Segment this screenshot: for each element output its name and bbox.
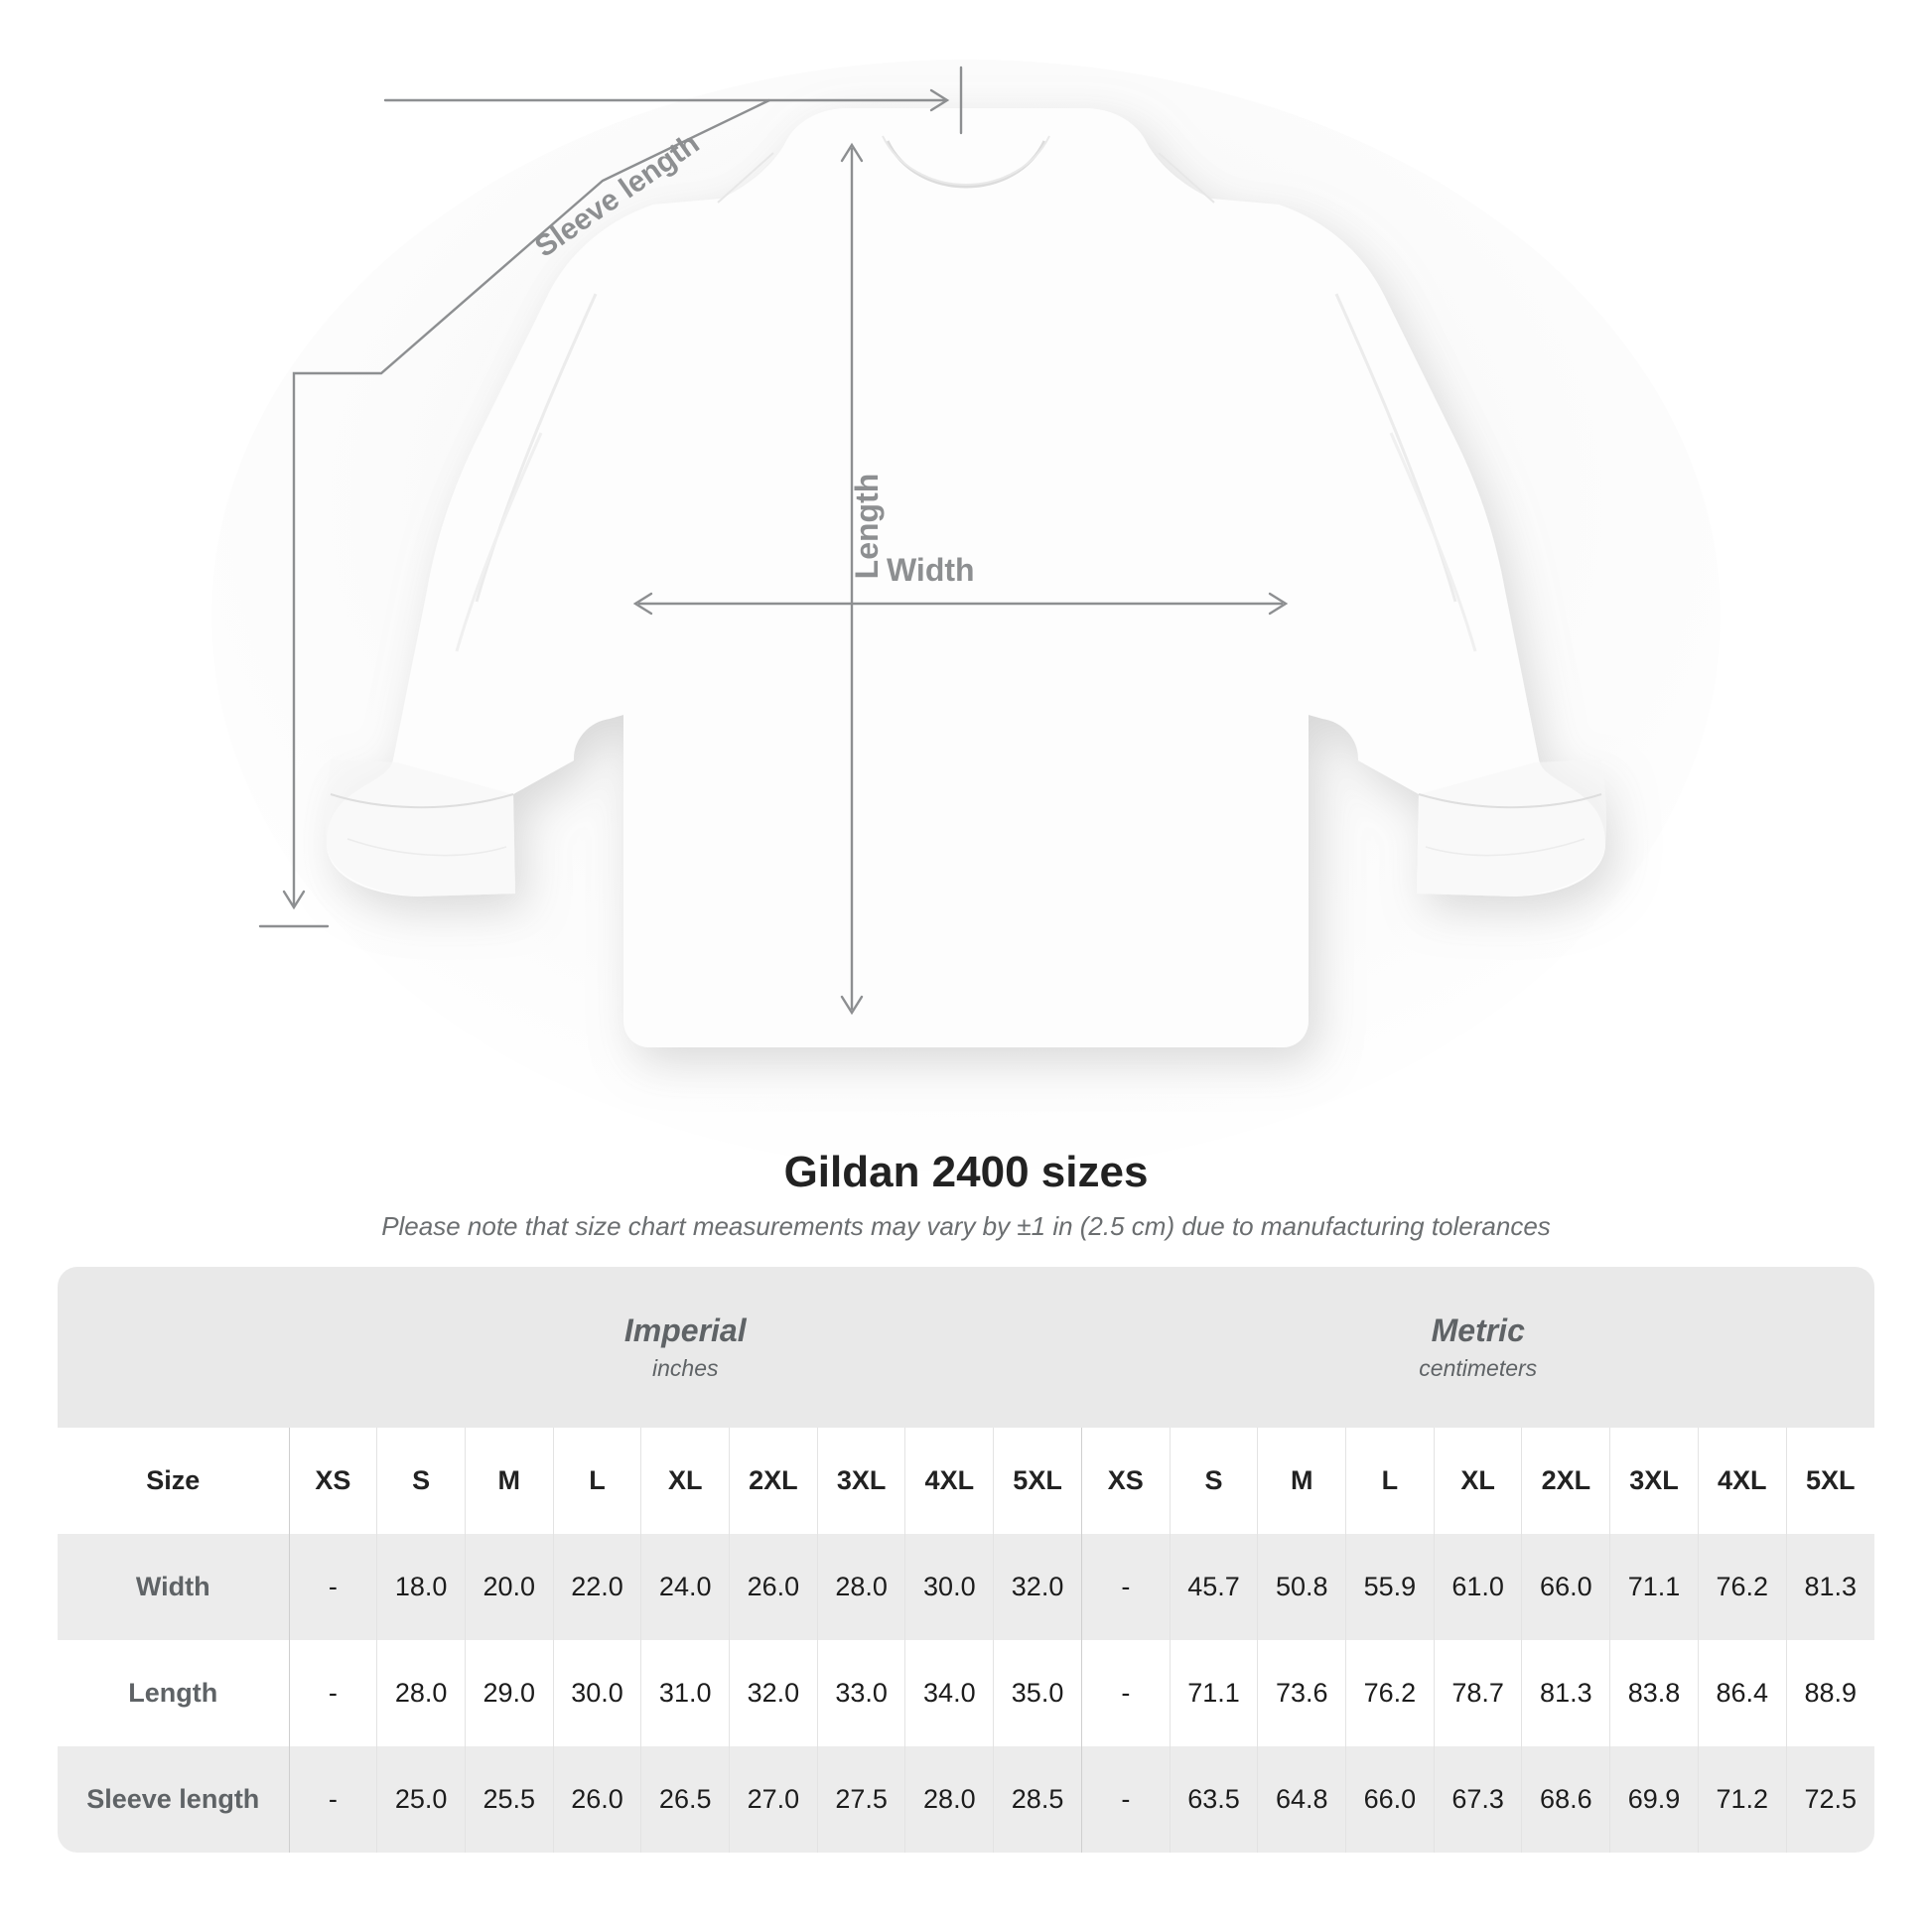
svg-text:Width: Width [887,552,975,588]
svg-text:Length: Length [849,474,885,580]
